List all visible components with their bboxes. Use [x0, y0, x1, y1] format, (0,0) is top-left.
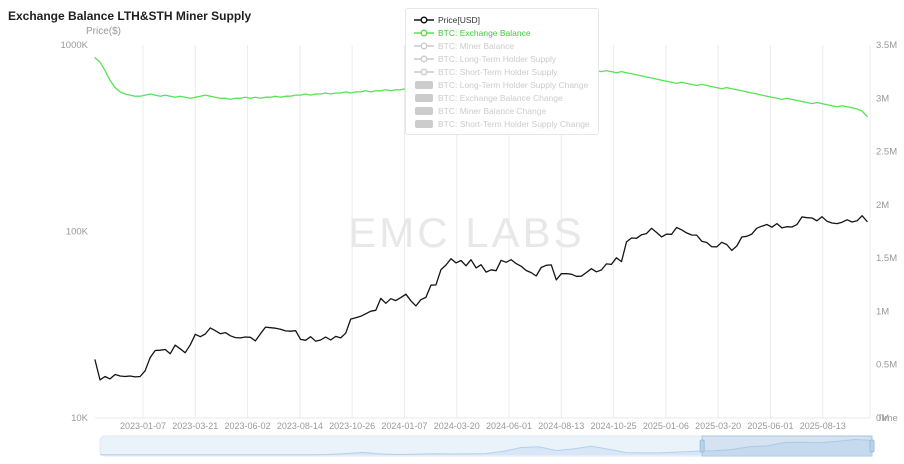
x-axis-name: Time: [877, 413, 898, 424]
y-axis-title: Price($): [86, 26, 122, 37]
legend-item-label: Price[USD]: [438, 14, 481, 25]
legend-item-btc-long-term-holder-supply[interactable]: BTC: Long-Term Holder Supply: [414, 52, 590, 65]
y-right-tick-label: 0.5M: [876, 360, 897, 371]
line-series-icon: [414, 28, 434, 37]
x-tick-label: 2023-01-07: [120, 421, 166, 431]
legend-item-btc-long-term-holder-supply-change[interactable]: BTC: Long-Term Holder Supply Change: [414, 78, 590, 91]
legend-item-label: BTC: Miner Balance: [438, 40, 515, 51]
y-right-tick-label: 2M: [876, 200, 889, 211]
legend-item-btc-miner-balance-change[interactable]: BTC: Miner Balance Change: [414, 104, 590, 117]
legend-item-label: BTC: Miner Balance Change: [438, 105, 547, 116]
x-tick-label: 2024-08-13: [538, 421, 584, 431]
legend-item-btc-short-term-holder-supply-change[interactable]: BTC: Short-Term Holder Supply Change: [414, 117, 590, 130]
legend-item-label: BTC: Exchange Balance Change: [438, 92, 563, 103]
datazoom-sparkline: [100, 438, 873, 456]
legend-item-label: BTC: Long-Term Holder Supply: [438, 53, 557, 64]
x-tick-label: 2023-08-14: [277, 421, 323, 431]
y-right-tick-label: 3M: [876, 93, 889, 104]
x-tick-label: 2025-03-20: [695, 421, 741, 431]
legend-item-label: BTC: Short-Term Holder Supply: [438, 66, 558, 77]
legend-item-label: BTC: Short-Term Holder Supply Change: [438, 118, 590, 129]
y-right-tick-label: 3.5M: [876, 40, 897, 51]
line-series-icon: [414, 67, 434, 76]
line-series-icon: [414, 54, 434, 63]
legend-item-label: BTC: Exchange Balance: [438, 27, 531, 38]
legend-item-btc-short-term-holder-supply[interactable]: BTC: Short-Term Holder Supply: [414, 65, 590, 78]
y-right-tick-label: 1.5M: [876, 253, 897, 264]
legend-item-btc-exchange-balance-change[interactable]: BTC: Exchange Balance Change: [414, 91, 590, 104]
bar-series-icon: [415, 93, 433, 102]
bar-series-icon: [415, 119, 433, 128]
y-right-tick-label: 1M: [876, 306, 889, 317]
bar-series-icon: [415, 106, 433, 115]
chart-title: Exchange Balance LTH&STH Miner Supply: [8, 9, 252, 23]
x-tick-label: 2023-06-02: [225, 421, 271, 431]
line-series-icon: [414, 15, 434, 24]
datazoom-handle-right[interactable]: [869, 439, 875, 453]
x-tick-label: 2024-03-20: [434, 421, 480, 431]
x-tick-label: 2025-01-06: [643, 421, 689, 431]
y-left-tick-label: 10K: [71, 413, 89, 424]
y-right-tick-label: 2.5M: [876, 147, 897, 158]
x-tick-label: 2024-10-25: [591, 421, 637, 431]
watermark: EMC LABS: [348, 209, 584, 256]
x-tick-label: 2025-06-01: [747, 421, 793, 431]
legend-item-btc-miner-balance[interactable]: BTC: Miner Balance: [414, 39, 590, 52]
datazoom-sparkline-area: [100, 439, 872, 455]
line-series-icon: [414, 41, 434, 50]
datazoom-selection[interactable]: [701, 435, 873, 457]
datazoom-handle-left[interactable]: [699, 439, 705, 453]
x-tick-label: 2023-10-26: [329, 421, 375, 431]
legend: Price[USD] BTC: Exchange Balance BTC: Mine…: [405, 8, 599, 135]
y-left-tick-label: 1000K: [61, 40, 89, 51]
x-tick-label: 2025-08-13: [800, 421, 846, 431]
series-price-usd: [94, 215, 868, 381]
bar-series-icon: [415, 80, 433, 89]
legend-item-price-usd[interactable]: Price[USD]: [414, 13, 590, 26]
x-tick-label: 2023-03-21: [172, 421, 218, 431]
x-tick-label: 2024-01-07: [381, 421, 427, 431]
legend-item-label: BTC: Long-Term Holder Supply Change: [438, 79, 589, 90]
y-right-tick-label: 0M: [876, 413, 889, 424]
x-tick-label: 2024-06-01: [486, 421, 532, 431]
legend-item-btc-exchange-balance[interactable]: BTC: Exchange Balance: [414, 26, 590, 39]
y-left-tick-label: 100K: [66, 227, 89, 238]
